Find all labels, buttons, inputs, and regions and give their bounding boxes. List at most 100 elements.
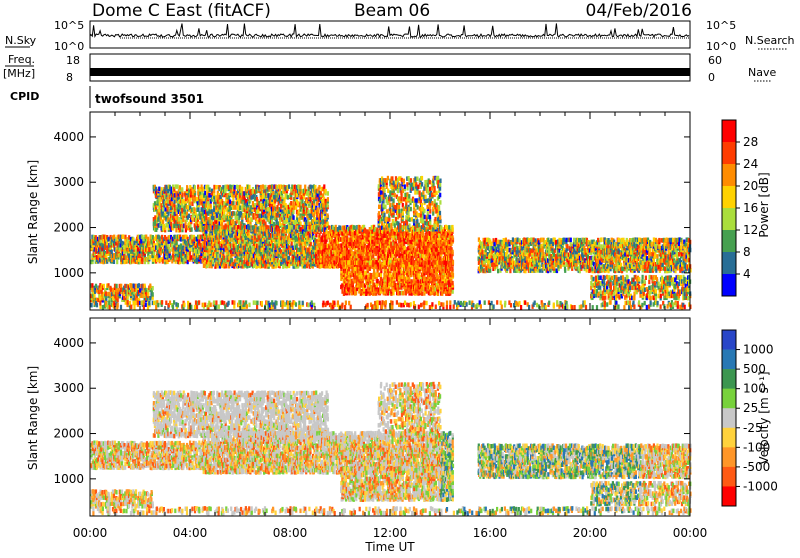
power-cell [194, 185, 196, 190]
power-cell [221, 225, 223, 230]
power-cell [179, 228, 181, 233]
power-cell [313, 199, 315, 204]
power-cell [229, 185, 231, 190]
power-cell [167, 211, 169, 216]
power-cell [254, 235, 256, 240]
power-cell [213, 185, 215, 190]
power-cell [301, 199, 303, 204]
power-cell [223, 210, 225, 215]
power-cell [196, 258, 198, 263]
power-cell [239, 206, 241, 211]
power-cell [280, 203, 282, 208]
power-cell [287, 229, 289, 234]
power-cell [369, 227, 371, 232]
power-cell [122, 234, 124, 239]
power-cell [283, 197, 285, 202]
power-cell [340, 243, 342, 248]
power-cell [210, 203, 212, 208]
power-cell [189, 197, 191, 202]
power-cell [272, 191, 274, 196]
power-cell [313, 205, 315, 210]
power-cell [260, 185, 262, 190]
power-cell [105, 291, 107, 296]
power-cell [205, 195, 207, 200]
power-cell [235, 205, 237, 210]
power-cell [244, 225, 246, 230]
power-cell [120, 284, 122, 289]
power-cell [181, 203, 183, 208]
nave-tick-high: 60 [708, 54, 722, 67]
power-cell [153, 251, 155, 256]
power-cell [204, 191, 206, 196]
station-title: Dome C East (fitACF) [92, 1, 271, 21]
power-cell [95, 284, 97, 289]
power-cell [262, 195, 264, 200]
power-cell [339, 226, 341, 231]
power-cell [207, 201, 209, 206]
power-cell [327, 213, 329, 218]
power-cell [271, 220, 273, 225]
power-cell [327, 197, 329, 202]
power-cell [202, 208, 204, 213]
power-cell [191, 202, 193, 207]
power-cell [327, 203, 329, 208]
power-cell [203, 264, 205, 269]
power-cell [254, 203, 256, 208]
power-cell [162, 207, 164, 212]
power-cell [217, 254, 219, 258]
power-cell [327, 191, 329, 196]
power-cell [310, 262, 312, 267]
beam-title: Beam 06 [354, 1, 430, 21]
power-cell [288, 184, 290, 189]
nsky-trace [90, 23, 690, 48]
power-cell [175, 228, 177, 233]
power-cell [217, 225, 219, 230]
power-cell [325, 189, 327, 194]
freq-tick-high: 18 [66, 54, 80, 67]
power-cell [376, 251, 378, 256]
power-cell [186, 185, 188, 190]
power-cell [144, 284, 146, 289]
power-cell [189, 251, 191, 256]
power-cell [140, 239, 142, 244]
nave-tick-low: 0 [708, 71, 715, 84]
power-cell [188, 214, 190, 219]
power-cell [213, 208, 215, 213]
power-cell [93, 294, 95, 299]
power-cell [309, 238, 311, 243]
power-cell [269, 185, 271, 190]
power-cell [164, 207, 166, 212]
power-cell [299, 185, 301, 190]
power-cell [133, 241, 135, 246]
power-cell [302, 241, 304, 246]
power-cell [149, 284, 151, 289]
power-cell [152, 292, 154, 297]
power-cell [113, 253, 115, 258]
power-cell [296, 244, 298, 249]
power-cell [297, 201, 299, 206]
power-cell [273, 222, 275, 227]
power-cell [145, 235, 147, 240]
power-cell [291, 241, 293, 246]
power-cell [265, 199, 267, 204]
power-cell [164, 211, 166, 216]
power-cell [177, 184, 179, 189]
power-cell [289, 216, 291, 221]
power-cell [390, 242, 392, 247]
power-cell [231, 258, 233, 263]
cpid-value: twofsound 3501 [95, 92, 204, 106]
power-cell [302, 225, 304, 230]
power-cell [158, 205, 160, 210]
power-cell [171, 259, 173, 264]
power-cell [255, 189, 257, 194]
power-cell [111, 250, 113, 255]
power-cell [165, 237, 167, 242]
power-cell [179, 185, 181, 190]
power-cell [113, 260, 115, 265]
freq-tick-low: 8 [66, 71, 73, 84]
power-cell [137, 247, 139, 252]
power-cell [219, 258, 221, 263]
power-cell [181, 193, 183, 198]
power-cell [251, 218, 253, 223]
power-cell [272, 243, 274, 248]
